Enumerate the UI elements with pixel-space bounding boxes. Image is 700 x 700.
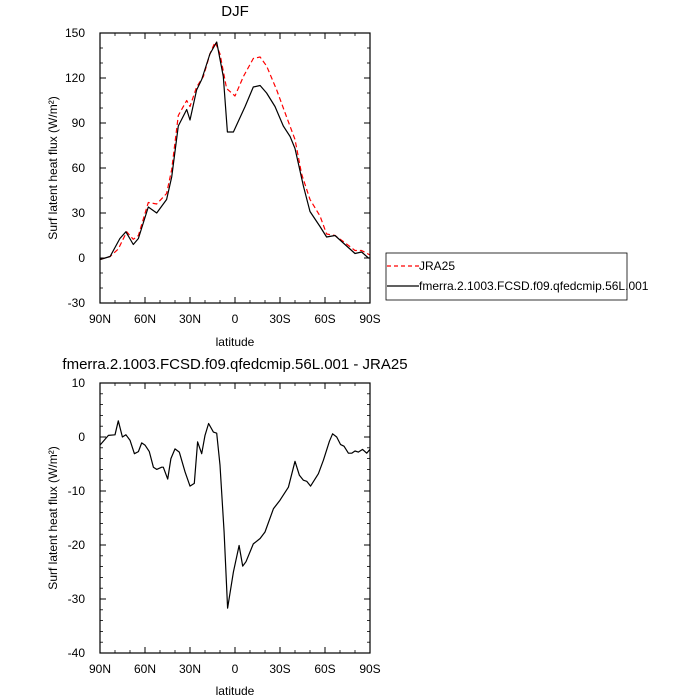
bottom-ylabel-text: Surf latent heat flux (W/m²) [46,446,60,589]
bottom-title: fmerra.2.1003.FCSD.f09.qfedcmip.56L.001 … [62,356,407,373]
top-y-tick-label: 0 [78,251,85,265]
top-y-tick-label: 60 [72,161,86,175]
bottom-y-tick-label: -40 [68,646,86,660]
bottom-y-tick-label: 0 [78,430,85,444]
bottom-x-tick-label: 60S [314,662,335,676]
top-x-tick-label: 0 [232,312,239,326]
bottom-y-tick-label: -10 [68,484,86,498]
top-x-tick-label: 60S [314,312,335,326]
top-y-tick-label: -30 [68,296,86,310]
bottom-panel: fmerra.2.1003.FCSD.f09.qfedcmip.56L.001 … [46,356,408,698]
top-series-line-0 [99,41,371,261]
top-y-tick-label: 90 [72,116,86,130]
top-x-tick-label: 60N [134,312,156,326]
top-plot-frame [99,32,371,304]
bottom-y-tick-label: 10 [72,376,86,390]
bottom-x-tick-label: 60N [134,662,156,676]
bottom-x-tick-label: 30N [179,662,201,676]
top-panel: DJF Surf latent heat flux (W/m²) latitud… [46,3,381,349]
bottom-y-tick-label: -20 [68,538,86,552]
top-y-axis-label: Surf latent heat flux (W/m²) [46,96,60,239]
bottom-y-axis-label: Surf latent heat flux (W/m²) [46,446,60,589]
top-x-tick-label: 30S [269,312,290,326]
top-x-tick-label: 90N [89,312,111,326]
top-series-line-1 [99,41,370,261]
top-y-tick-label: 30 [72,206,86,220]
top-x-tick-label: 90S [359,312,380,326]
legend-label-fmerra: fmerra.2.1003.FCSD.f09.qfedcmip.56L.001 [419,279,649,293]
bottom-series-line-0 [99,420,371,609]
bottom-x-tick-label: 90S [359,662,380,676]
top-y-tick-label: 150 [65,26,85,40]
legend-label-jra25: JRA25 [419,259,455,273]
top-ylabel-text: Surf latent heat flux (W/m²) [46,96,60,239]
bottom-x-tick-label: 0 [232,662,239,676]
bottom-plot-frame [99,382,371,654]
top-x-tick-label: 30N [179,312,201,326]
bottom-x-axis-label: latitude [216,684,255,698]
top-x-axis-label: latitude [216,335,255,349]
legend-box [385,252,628,301]
top-y-tick-label: 120 [65,71,85,85]
top-title: DJF [221,3,249,20]
bottom-x-tick-label: 90N [89,662,111,676]
bottom-y-tick-label: -30 [68,592,86,606]
legend: JRA25 fmerra.2.1003.FCSD.f09.qfedcmip.56… [385,252,649,301]
bottom-x-tick-label: 30S [269,662,290,676]
